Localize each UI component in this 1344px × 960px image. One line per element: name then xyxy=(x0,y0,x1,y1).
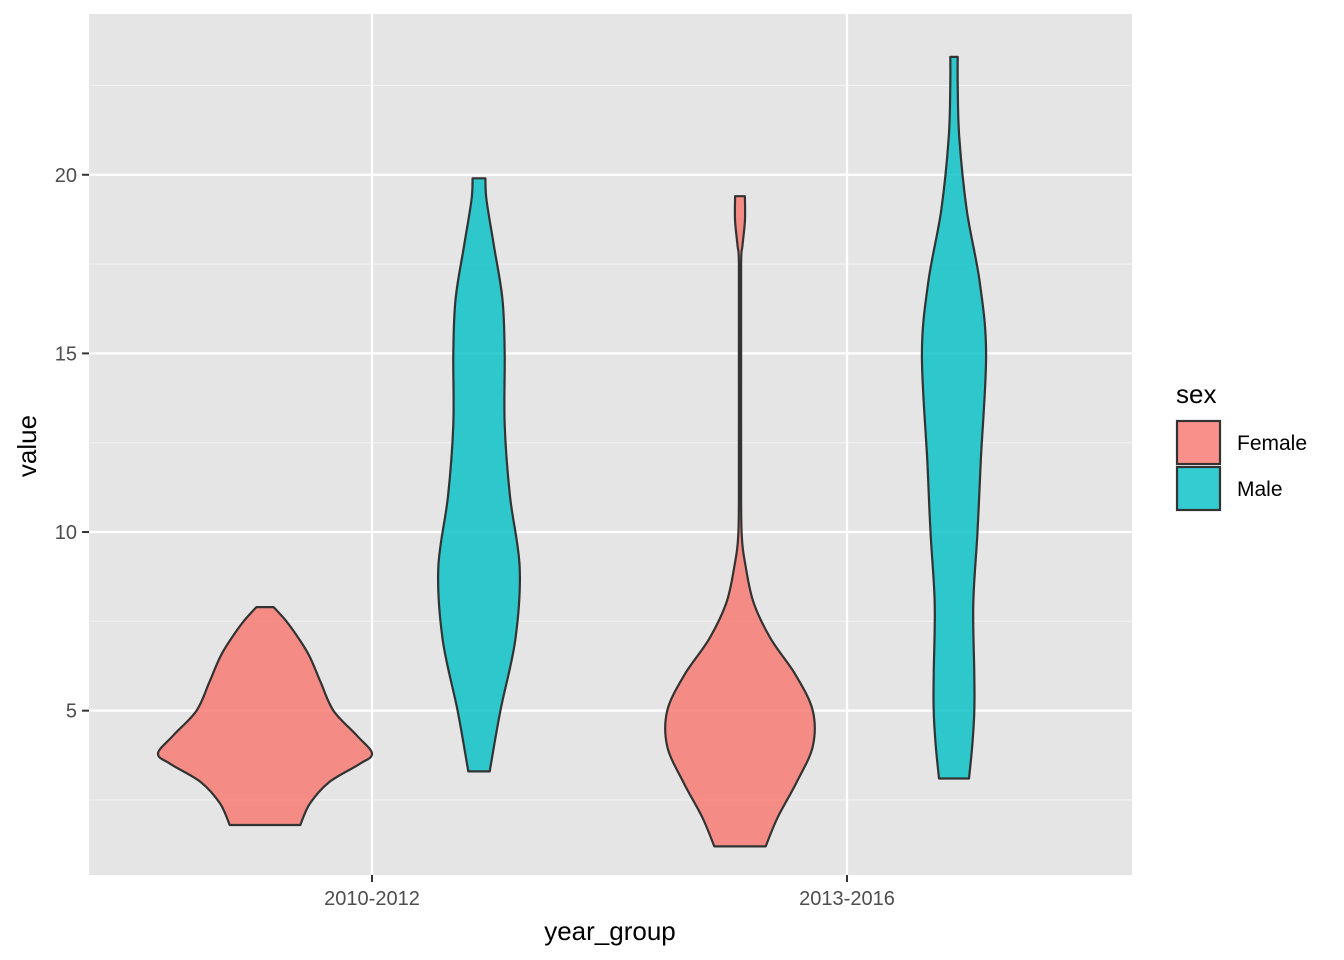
y-tick-label: 10 xyxy=(55,522,77,544)
x-tick-label: 2010-2012 xyxy=(324,888,420,910)
violins xyxy=(156,55,988,848)
y-tick-label: 15 xyxy=(55,343,77,365)
legend: sex Female Male xyxy=(1175,379,1307,512)
y-tick-label: 5 xyxy=(66,701,77,723)
x-axis-title: year_group xyxy=(544,916,676,946)
axes: 5 10 15 20 2010-2012 2013-2016 xyxy=(55,165,895,910)
legend-key-female xyxy=(1175,419,1222,466)
legend-key-male xyxy=(1175,465,1222,512)
y-axis-title: value xyxy=(12,415,42,477)
legend-label-male: Male xyxy=(1237,478,1283,501)
x-tick-label: 2013-2016 xyxy=(799,888,895,910)
violin-male-2013-2016 xyxy=(920,55,988,780)
violin-male-2010-2012 xyxy=(437,177,521,773)
violin-female-2010-2012 xyxy=(156,606,374,827)
legend-title: sex xyxy=(1176,379,1216,409)
violin-female-2013-2016 xyxy=(664,195,816,848)
legend-label-female: Female xyxy=(1237,432,1307,455)
y-tick-label: 20 xyxy=(55,165,77,187)
